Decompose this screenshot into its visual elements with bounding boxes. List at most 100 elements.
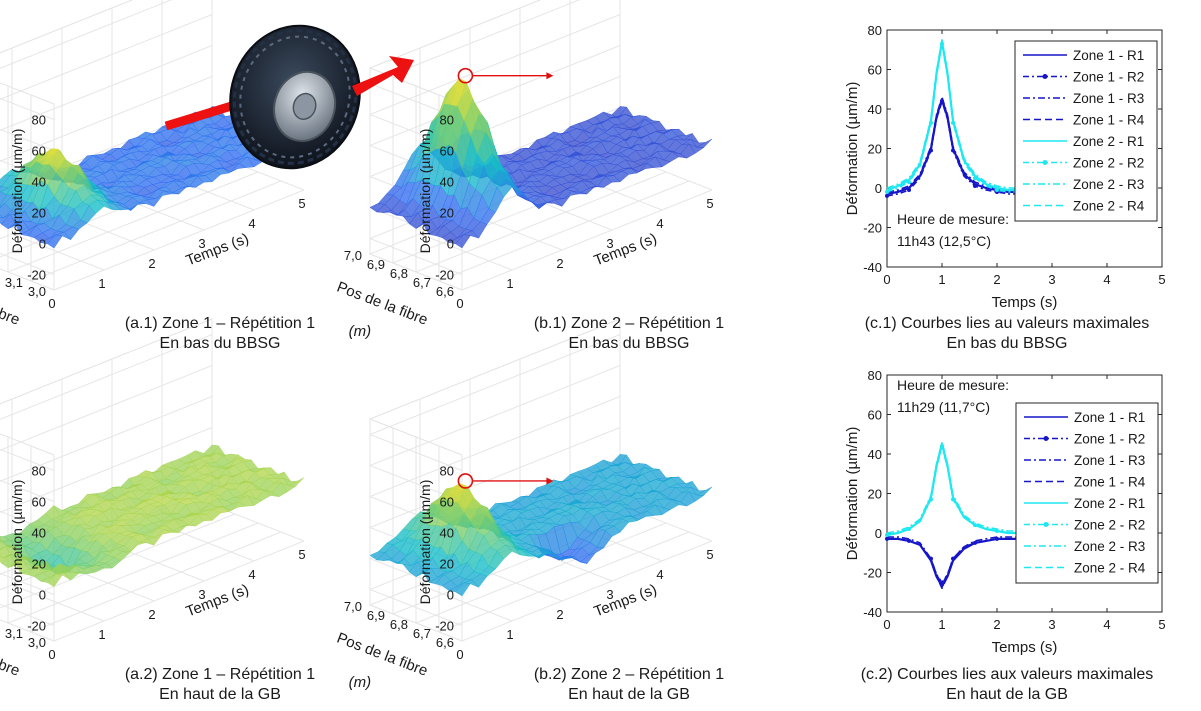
c2-y-axis-title: Déformation (µm/m) <box>844 427 861 561</box>
a1-y-tick-label: 3,1 <box>5 275 23 290</box>
caption-c2-subtitle: En haut de la GB <box>946 686 1068 703</box>
a1-surface <box>0 106 305 249</box>
c1-series-lines <box>885 39 1021 198</box>
b2-x-tick-label: 3 <box>606 587 613 602</box>
c2-x-tick-label: 2 <box>993 617 1000 632</box>
a1-x-tick-label: 0 <box>48 296 55 311</box>
a1-z-tick-label: -20 <box>27 268 46 283</box>
c2-y-tick-label: 80 <box>868 368 882 383</box>
b2-peak-arrow-icon <box>546 477 554 485</box>
a1-z-tick-label: 0 <box>39 237 46 252</box>
c1-annotation: Heure de mesure: 11h43 (12,5°C) <box>897 211 1009 249</box>
c2-axes: -40 -20 0 20 40 60 80 0 1 2 3 4 5 Temps (s) Déformatio… <box>844 368 1166 656</box>
b1-z-tick-label: 0 <box>447 237 454 252</box>
caption-b2: (b.2) Zone 2 – Répétition 1 En haut de l… <box>434 665 824 705</box>
c2-annotation: Heure de mesure: 11h29 (11,7°C) <box>897 377 1009 415</box>
c1-y-axis-title: Déformation (µm/m) <box>844 82 861 216</box>
b2-y-tick-label: 6,8 <box>390 617 408 632</box>
c2-annotation-line2: 11h29 (11,7°C) <box>897 399 990 415</box>
c2-y-tick-label: 20 <box>868 487 882 502</box>
c2-y-tick-label: -20 <box>863 566 882 581</box>
c2-x-tick-label: 4 <box>1103 617 1110 632</box>
c2-y-tick-label: 0 <box>875 526 882 541</box>
panel-a2-surface-plot: -200204060800123453,03,13,23,33,4Déforma… <box>0 318 306 680</box>
b1-z-tick-label: -20 <box>435 268 454 283</box>
a2-x-tick-label: 1 <box>98 627 105 642</box>
b1-y-tick-label: 6,7 <box>413 275 431 290</box>
c1-x-tick-label: 1 <box>938 272 945 287</box>
b1-y-tick-label: 6,6 <box>436 284 454 299</box>
c1-series-point <box>907 187 911 192</box>
c2-series-line <box>887 536 1019 584</box>
b2-x-tick-label: 2 <box>556 607 563 622</box>
c1-legend-label: Zone 1 - R3 <box>1073 91 1144 106</box>
b2-z-tick-label: 0 <box>447 588 454 603</box>
caption-a1: (a.1) Zone 1 – Répétition 1 En bas du BB… <box>25 314 415 354</box>
c2-legend-label: Zone 2 - R3 <box>1074 539 1145 554</box>
a2-z-axis-title: Déformation (µm/m) <box>9 480 25 605</box>
a2-surface <box>0 444 305 588</box>
b1-z-axis-title: Déformation (µm/m) <box>417 129 433 254</box>
b1-z-tick-label: 80 <box>440 113 454 128</box>
caption-b1-subtitle: En bas du BBSG <box>568 335 690 352</box>
a2-y-tick-label: 3,1 <box>5 626 23 641</box>
b2-x-axis-title: Temps (s) <box>592 581 660 620</box>
a2-x-tick-label: 4 <box>248 567 255 582</box>
c1-axes: -40 -20 0 20 40 60 80 0 1 2 3 4 5 Temps (s) Déformatio… <box>844 23 1166 311</box>
c1-series-line <box>886 41 1019 191</box>
caption-a2-title: (a.2) Zone 1 – Répétition 1 <box>124 666 316 683</box>
a2-z-tick-label: 40 <box>32 526 46 541</box>
panel-b2-surface-plot: -200204060800123456,66,76,86,97,0Déforma… <box>334 318 714 691</box>
a2-x-tick-label: 5 <box>298 547 305 562</box>
c1-x-tick-label: 4 <box>1103 272 1110 287</box>
c2-series-point <box>995 529 999 534</box>
caption-b1-title: (b.1) Zone 2 – Répétition 1 <box>533 315 725 332</box>
a2-z-tick-label: 0 <box>39 588 46 603</box>
a2-z-tick-label: -20 <box>27 619 46 634</box>
caption-c2-title: (c.2) Courbes lies aux valeurs maximales <box>860 666 1154 683</box>
c1-annotation-line2: 11h43 (12,5°C) <box>897 233 991 249</box>
b2-x-tick-label: 5 <box>706 547 713 562</box>
caption-a1-subtitle: En bas du BBSG <box>159 335 281 352</box>
b2-x-tick-label: 1 <box>506 627 513 642</box>
c1-series-line <box>886 100 1019 195</box>
a1-y-tick-label: 3,0 <box>28 284 46 299</box>
c1-legend-label: Zone 2 - R2 <box>1073 156 1144 171</box>
b2-y-tick-label: 7,0 <box>344 599 362 614</box>
a1-z-tick-label: 20 <box>32 206 46 221</box>
a2-y-tick-label: 3,0 <box>28 635 46 650</box>
c2-legend-marker <box>1043 522 1049 527</box>
a2-z-tick-label: 80 <box>32 464 46 479</box>
caption-c2: (c.2) Courbes lies aux valeurs maximales… <box>812 665 1201 705</box>
c1-y-tick-label: 80 <box>868 23 882 38</box>
b1-x-tick-label: 1 <box>506 276 513 291</box>
panel-b1-surface-plot: -200204060800123456,66,76,86,97,0Déforma… <box>334 0 714 340</box>
c2-annotation-line1: Heure de mesure: <box>897 377 1009 393</box>
caption-c1-title: (c.1) Courbes lies au valeurs maximales <box>864 315 1150 332</box>
panel-c2-line-chart: -40 -20 0 20 40 60 80 0 1 2 3 4 5 Temps (s) Déformatio… <box>844 368 1166 656</box>
c2-legend-marker <box>1043 436 1049 441</box>
c2-legend-label: Zone 2 - R1 <box>1074 496 1145 511</box>
b2-z-tick-label: 40 <box>440 526 454 541</box>
b1-peak-marker <box>457 67 554 84</box>
b2-z-tick-label: 60 <box>440 495 454 510</box>
b1-y-axis-unit: (m) <box>349 323 372 340</box>
b1-y-tick-label: 7,0 <box>344 248 362 263</box>
c2-x-tick-label: 1 <box>938 617 945 632</box>
a2-z-tick-label: 60 <box>32 495 46 510</box>
c2-legend: Zone 1 - R1 Zone 1 - R2 Zone 1 - R3 Zone 1 … <box>1015 402 1159 584</box>
a1-z-tick-label: 80 <box>32 113 46 128</box>
c2-series-line <box>887 538 1019 590</box>
b2-y-tick-label: 6,7 <box>413 626 431 641</box>
b2-y-tick-label: 6,6 <box>436 635 454 650</box>
c2-series-point <box>973 523 977 528</box>
b1-x-tick-label: 4 <box>656 216 663 231</box>
c1-series-point <box>885 189 889 194</box>
a1-x-tick-label: 4 <box>248 216 255 231</box>
panel-a1-surface-plot: -200204060800123453,03,13,23,33,4Déforma… <box>0 0 306 329</box>
c1-legend-label: Zone 1 - R2 <box>1073 70 1144 85</box>
b1-z-tick-label: 60 <box>440 144 454 159</box>
caption-b1: (b.1) Zone 2 – Répétition 1 En bas du BB… <box>434 314 824 354</box>
c2-legend-label: Zone 1 - R1 <box>1074 410 1145 425</box>
c1-legend-label: Zone 1 - R4 <box>1073 113 1145 128</box>
